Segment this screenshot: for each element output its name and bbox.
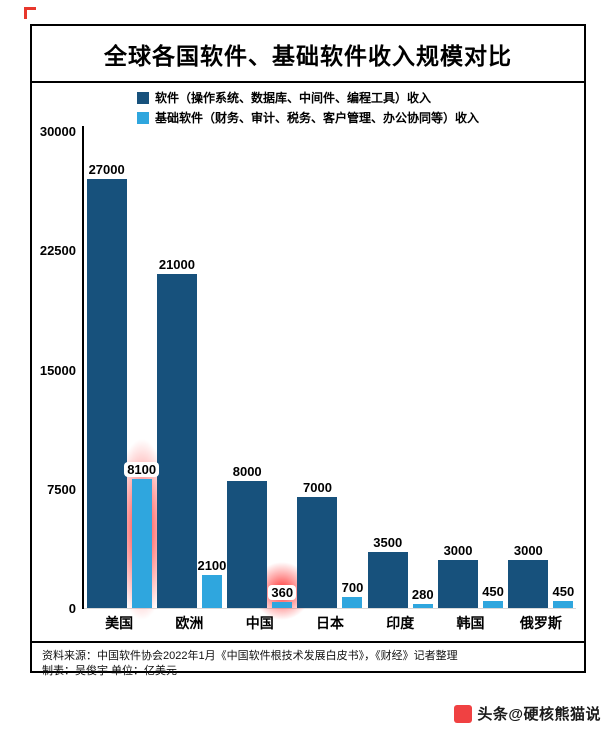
bar-col-s1-c1: 2100 (197, 558, 226, 608)
x-label-5: 韩国 (456, 615, 485, 631)
x-axis-labels: 美国 欧洲 中国 日本 印度 韩国 俄罗斯 (84, 613, 576, 633)
legend-label-basic-software: 基础软件（财务、审计、税务、客户管理、办公协同等）收入 (154, 111, 479, 125)
bar-value-s1-c2: 360 (268, 585, 297, 600)
bar-value-s1-c1: 2100 (197, 558, 227, 573)
bar-s1-c5 (483, 601, 504, 608)
legend: 软件（操作系统、数据库、中间件、编程工具）收入 基础软件（财务、审计、税务、客户… (136, 89, 479, 126)
bar-value-s0-c3: 7000 (303, 480, 332, 495)
y-tick-15000: 15000 (39, 362, 76, 378)
plot-area: 0 7500 15000 22500 30000 27000 8100 21000 2100 8… (32, 124, 584, 620)
source-note: 资料来源：中国软件协会2022年1月《中国软件根技术发展白皮书》，《财经》记者整… (42, 650, 458, 662)
bar-col-s0-c6: 3000 (508, 543, 549, 608)
footer: 资料来源：中国软件协会2022年1月《中国软件根技术发展白皮书》，《财经》记者整… (32, 643, 584, 679)
bar-s1-c4 (412, 604, 433, 608)
bar-group-5: 3000 450 (435, 132, 505, 608)
x-label-1: 欧洲 (175, 615, 204, 631)
bar-col-s1-c5: 450 (482, 584, 504, 608)
bar-s0-c1 (156, 274, 197, 608)
bar-group-4: 3500 280 (365, 132, 435, 608)
legend-swatch-software (136, 91, 149, 104)
bar-value-s0-c5: 3000 (443, 543, 473, 558)
y-tick-0: 0 (68, 601, 76, 616)
bar-s1-c2 (272, 602, 293, 608)
bar-group-1: 21000 2100 (154, 132, 226, 608)
bar-s0-c0 (86, 179, 127, 608)
legend-swatch-basic-software (136, 111, 149, 124)
bar-s0-c4 (367, 552, 408, 608)
bar-col-s1-c2: 360 (253, 562, 312, 620)
bar-col-s0-c4: 3500 (367, 535, 408, 608)
crop-mark-icon (24, 7, 36, 19)
x-label-4: 印度 (386, 615, 415, 631)
bar-value-s0-c0: 27000 (88, 162, 125, 177)
chart-title: 全球各国软件、基础软件收入规模对比 (104, 43, 512, 69)
bar-s0-c2 (227, 481, 268, 608)
bar-value-s1-c5: 450 (482, 584, 504, 599)
watermark: 头条@硬核熊猫说 (454, 703, 601, 724)
toutiao-logo-icon (454, 704, 473, 723)
bar-value-s1-c4: 280 (411, 587, 434, 602)
bar-s1-c0 (131, 479, 152, 608)
bar-value-s1-c6: 450 (552, 584, 575, 599)
bar-s1-c1 (201, 575, 222, 608)
bar-value-s0-c2: 8000 (232, 464, 262, 479)
bar-col-s1-c3: 700 (341, 580, 364, 608)
author-note: 制表：吴俊宇 单位：亿美元 (42, 665, 178, 677)
chart-frame: 全球各国软件、基础软件收入规模对比 软件（操作系统、数据库、中间件、编程工具）收… (30, 24, 586, 677)
bar-col-s1-c6: 450 (552, 584, 575, 608)
y-axis-line (82, 126, 84, 609)
bar-value-s0-c1: 21000 (158, 257, 195, 272)
bar-s0-c3 (297, 497, 338, 608)
bar-col-s1-c0: 8100 (112, 439, 171, 620)
bar-col-s0-c2: 8000 (227, 464, 268, 608)
bar-s1-c6 (553, 601, 574, 608)
y-tick-22500: 22500 (39, 243, 76, 259)
y-axis: 0 7500 15000 22500 30000 (32, 124, 76, 616)
bar-group-6: 3000 450 (506, 132, 576, 608)
bar-value-s0-c4: 3500 (373, 535, 403, 550)
bar-group-3: 7000 700 (295, 132, 365, 608)
x-label-6: 俄罗斯 (519, 615, 562, 631)
bar-value-s0-c6: 3000 (513, 543, 543, 558)
bar-s0-c5 (438, 560, 479, 608)
bar-value-s1-c0: 8100 (124, 462, 160, 477)
bar-col-s0-c3: 7000 (297, 480, 338, 608)
title-divider (32, 81, 584, 83)
y-tick-30000: 30000 (39, 124, 76, 139)
bars-area: 27000 8100 21000 2100 8000 360 7000 700 3500 280 3… (84, 132, 576, 620)
bar-group-0: 27000 8100 (84, 132, 171, 620)
footer-divider (32, 641, 584, 643)
bar-s0-c6 (508, 560, 549, 608)
bar-col-s1-c4: 280 (411, 587, 434, 608)
y-tick-7500: 7500 (47, 481, 76, 497)
bar-value-s1-c3: 700 (341, 580, 364, 595)
bar-col-s0-c0: 27000 (86, 162, 127, 608)
bar-col-s0-c5: 3000 (438, 543, 479, 608)
bar-s1-c3 (342, 597, 363, 608)
watermark-text: 头条@硬核熊猫说 (477, 706, 601, 723)
bar-group-2: 8000 360 (225, 132, 312, 620)
legend-label-software: 软件（操作系统、数据库、中间件、编程工具）收入 (154, 91, 431, 105)
legend-item-basic-software: 基础软件（财务、审计、税务、客户管理、办公协同等）收入 (136, 109, 479, 126)
bar-col-s0-c1: 21000 (156, 257, 197, 608)
legend-item-software: 软件（操作系统、数据库、中间件、编程工具）收入 (136, 89, 479, 106)
x-label-3: 日本 (315, 615, 344, 631)
